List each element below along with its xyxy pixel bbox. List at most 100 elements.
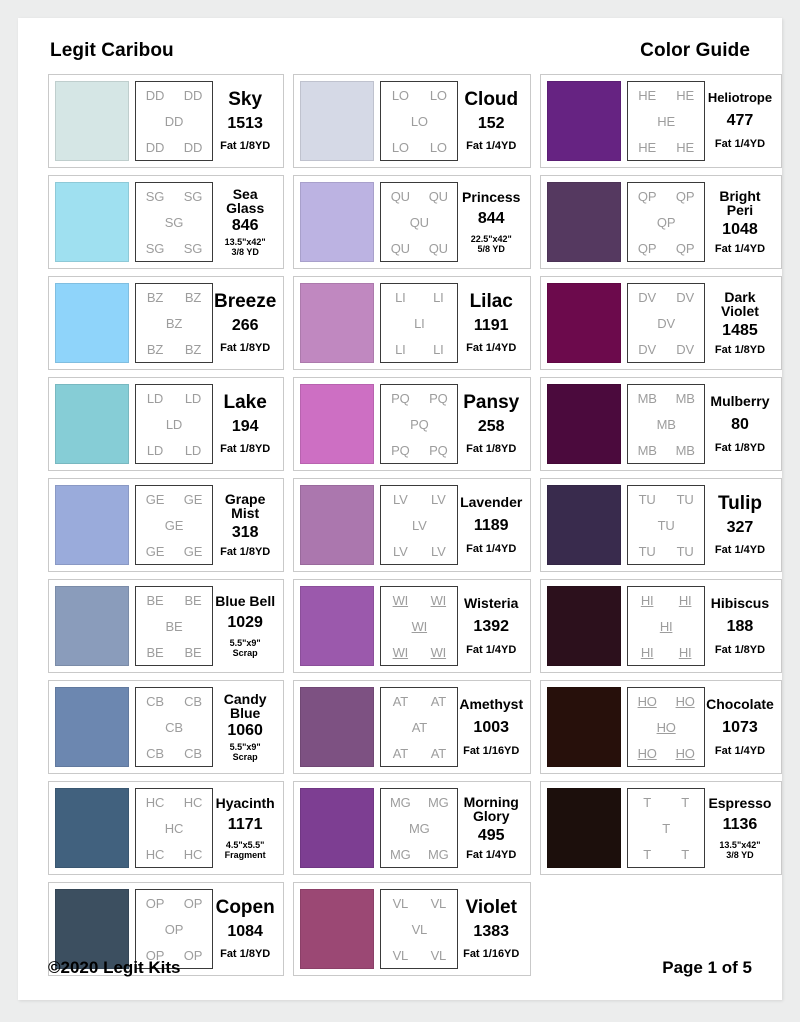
fabric-code-tr: PQ xyxy=(429,390,448,406)
swatch-info: Lilac 1191 Fat 1/4YD xyxy=(458,283,524,363)
color-swatch-card[interactable]: HI HI HI HI HI Hibiscus 188 Fat 1/8YD xyxy=(540,579,782,673)
color-swatch-card[interactable]: MB MB MB MB MB Mulberry 80 Fat 1/8YD xyxy=(540,377,782,471)
color-chip xyxy=(55,788,129,868)
swatch-info: Cloud 152 Fat 1/4YD xyxy=(458,81,524,161)
color-swatch-card[interactable]: BE BE BE BE BE Blue Bell 1029 5.5"x9" Scrap xyxy=(48,579,285,673)
color-chip xyxy=(547,485,622,565)
color-chip xyxy=(55,485,129,565)
color-swatch-card[interactable]: VL VL VL VL VL Violet 1383 Fat 1/16YD xyxy=(293,882,532,976)
swatch-info: Heliotrope 477 Fat 1/4YD xyxy=(705,81,775,161)
color-number: 844 xyxy=(477,209,505,227)
fabric-code-bl: LI xyxy=(395,341,406,357)
copyright-text: ©2020 Legit Kits xyxy=(48,958,181,977)
fabric-code-tl: LV xyxy=(393,491,408,507)
color-swatch-card[interactable]: HC HC HC HC HC Hyacinth 1171 4.5"x5.5" Fragment xyxy=(48,781,285,875)
fabric-code-mid: HC xyxy=(164,820,184,836)
color-swatch-card[interactable]: LV LV LV LV LV Lavender 1189 Fat 1/4YD xyxy=(293,478,532,572)
fabric-code-tl: QU xyxy=(390,188,410,204)
fabric-code-tr: WI xyxy=(430,592,447,608)
color-swatch-card[interactable]: LO LO LO LO LO Cloud 152 Fat 1/4YD xyxy=(293,74,532,168)
fabric-code-bl: HE xyxy=(638,139,656,155)
fabric-code-tl: T xyxy=(643,794,651,810)
fabric-code-br: VL xyxy=(430,947,447,963)
swatch-info: Violet 1383 Fat 1/16YD xyxy=(458,889,524,969)
color-swatch-card[interactable]: SG SG SG SG SG Sea Glass 846 13.5"x42" 3/8 YD xyxy=(48,175,285,269)
fabric-code-box: AT AT AT AT AT xyxy=(380,687,459,767)
color-swatch-card[interactable]: QP QP QP QP QP Bright Peri 1048 Fat 1/4YD xyxy=(540,175,782,269)
fabric-code-tr: LD xyxy=(184,390,202,406)
fabric-code-tr: SG xyxy=(183,188,203,204)
fabric-code-bl: BZ xyxy=(146,341,164,357)
color-name: Amethyst xyxy=(459,696,524,713)
color-swatch-card[interactable]: MG MG MG MG MG Morning Glory 495 Fat 1/4YD xyxy=(293,781,532,875)
fabric-code-box: GE GE GE GE GE xyxy=(135,485,213,565)
color-number: 1003 xyxy=(473,718,510,736)
color-swatch-card[interactable]: HE HE HE HE HE Heliotrope 477 Fat 1/4YD xyxy=(540,74,782,168)
fabric-code-br: CB xyxy=(184,745,202,761)
fabric-code-box: LV LV LV LV LV xyxy=(380,485,459,565)
fabric-code-box: PQ PQ PQ PQ PQ xyxy=(380,384,459,464)
fabric-code-bl: T xyxy=(643,846,651,862)
cut-size-label: Fat 1/8YD xyxy=(714,643,766,656)
swatch-column: LO LO LO LO LO Cloud 152 Fat 1/4YD QU QU QU QU QU Pri… xyxy=(293,74,532,976)
color-chip xyxy=(547,283,622,363)
color-swatch-card[interactable]: T T T T T Espresso 1136 13.5"x42" 3/8 YD xyxy=(540,781,782,875)
color-name: Hibiscus xyxy=(710,595,770,612)
color-chip xyxy=(300,384,375,464)
fabric-code-tl: HE xyxy=(638,87,656,103)
color-number: 1392 xyxy=(473,617,510,635)
color-swatch-card[interactable]: DV DV DV DV DV Dark Violet 1485 Fat 1/8YD xyxy=(540,276,782,370)
color-chip xyxy=(547,687,622,767)
color-name: Violet xyxy=(465,896,517,918)
fabric-code-mid: HO xyxy=(656,719,676,735)
color-swatch-card[interactable]: PQ PQ PQ PQ PQ Pansy 258 Fat 1/8YD xyxy=(293,377,532,471)
color-swatch-card[interactable]: BZ BZ BZ BZ BZ Breeze 266 Fat 1/8YD xyxy=(48,276,285,370)
color-swatch-card[interactable]: QU QU QU QU QU Princess 844 22.5"x42" 5/8 YD xyxy=(293,175,532,269)
fabric-code-br: BE xyxy=(184,644,202,660)
fabric-code-tl: LO xyxy=(391,87,409,103)
fabric-code-tl: HI xyxy=(640,592,654,608)
color-number: 1485 xyxy=(722,321,758,339)
color-swatch-card[interactable]: GE GE GE GE GE Grape Mist 318 Fat 1/8YD xyxy=(48,478,285,572)
fabric-code-box: WI WI WI WI WI xyxy=(380,586,459,666)
color-name: Bright Peri xyxy=(719,187,761,218)
fabric-code-mid: MG xyxy=(409,820,430,836)
color-swatch-card[interactable]: AT AT AT AT AT Amethyst 1003 Fat 1/16YD xyxy=(293,680,532,774)
color-swatch-card[interactable]: LD LD LD LD LD Lake 194 Fat 1/8YD xyxy=(48,377,285,471)
color-swatch-card[interactable]: HO HO HO HO HO Chocolate 1073 Fat 1/4YD xyxy=(540,680,782,774)
cut-size-label: Fat 1/4YD xyxy=(714,543,766,556)
fabric-code-mid: HE xyxy=(657,113,675,129)
fabric-code-br: LV xyxy=(431,543,446,559)
color-number: 1073 xyxy=(722,718,758,736)
fabric-code-box: MG MG MG MG MG xyxy=(380,788,459,868)
swatch-column: HE HE HE HE HE Heliotrope 477 Fat 1/4YD QP QP QP QP… xyxy=(540,74,782,976)
color-swatch-card[interactable]: LI LI LI LI LI Lilac 1191 Fat 1/4YD xyxy=(293,276,532,370)
color-name: Dark Violet xyxy=(721,288,759,319)
fabric-code-br: HE xyxy=(676,139,694,155)
color-number: 1383 xyxy=(473,923,510,941)
color-number: 1084 xyxy=(227,923,263,941)
fabric-code-bl: VL xyxy=(392,947,409,963)
fabric-code-tr: LO xyxy=(429,87,447,103)
fabric-code-box: HE HE HE HE HE xyxy=(627,81,706,161)
color-swatch-card[interactable]: DD DD DD DD DD Sky 1513 Fat 1/8YD xyxy=(48,74,285,168)
fabric-code-box: DV DV DV DV DV xyxy=(627,283,706,363)
fabric-code-tl: LD xyxy=(146,390,164,406)
fabric-code-tl: MB xyxy=(637,390,657,406)
fabric-code-mid: QP xyxy=(656,214,676,230)
fabric-code-tl: HC xyxy=(145,794,165,810)
fabric-code-tl: VL xyxy=(392,895,409,911)
fabric-code-tr: AT xyxy=(430,693,446,709)
color-swatch-card[interactable]: TU TU TU TU TU Tulip 327 Fat 1/4YD xyxy=(540,478,782,572)
fabric-code-tr: LI xyxy=(433,289,444,305)
color-swatch-card[interactable]: WI WI WI WI WI Wisteria 1392 Fat 1/4YD xyxy=(293,579,532,673)
fabric-code-tr: HC xyxy=(183,794,203,810)
color-chip xyxy=(55,586,129,666)
fabric-code-br: LI xyxy=(433,341,444,357)
color-swatch-card[interactable]: CB CB CB CB CB Candy Blue 1060 5.5"x9" Scrap xyxy=(48,680,285,774)
fabric-code-box: LI LI LI LI LI xyxy=(380,283,459,363)
cut-size-label: 4.5"x5.5" Fragment xyxy=(224,839,266,860)
cut-size-label: Fat 1/4YD xyxy=(714,744,766,757)
color-swatch-card[interactable]: OP OP OP OP OP Copen 1084 Fat 1/8YD xyxy=(48,882,285,976)
swatch-info: Pansy 258 Fat 1/8YD xyxy=(458,384,524,464)
